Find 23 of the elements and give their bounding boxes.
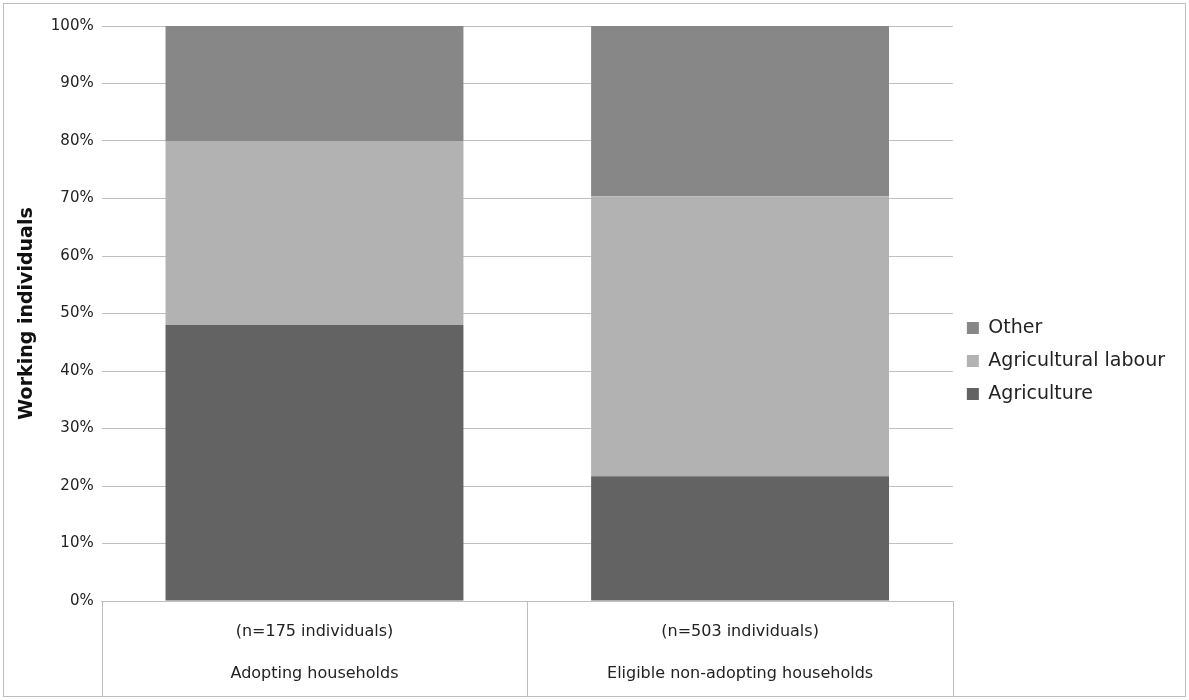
- bar: [591, 26, 890, 197]
- y-axis-title: Working individuals: [14, 207, 37, 420]
- y-tick-label: 40%: [60, 360, 94, 379]
- legend-label: Agriculture: [988, 380, 1093, 403]
- y-tick-label: 80%: [60, 130, 94, 149]
- y-tick-label: 70%: [60, 188, 94, 207]
- bar: [591, 476, 890, 601]
- bar: [165, 26, 464, 141]
- bar: [165, 325, 464, 601]
- y-tick-label: 60%: [60, 245, 94, 264]
- y-tick-label: 90%: [60, 73, 94, 92]
- y-tick-label: 20%: [60, 475, 94, 494]
- bar: [591, 196, 890, 477]
- legend-label: Agricultural labour: [988, 347, 1166, 370]
- bar: [165, 141, 464, 325]
- category-label: (n=503 individuals) Eligible non-adopting households: [607, 620, 874, 682]
- y-tick-label: 10%: [60, 533, 94, 552]
- y-tick-label: 100%: [50, 15, 94, 34]
- y-tick-label: 0%: [69, 590, 94, 609]
- y-tick-label: 30%: [60, 418, 94, 437]
- y-tick-label: 50%: [60, 303, 94, 322]
- category-label: (n=175 individuals) Adopting households: [230, 620, 399, 682]
- legend-label: Other: [988, 314, 1043, 337]
